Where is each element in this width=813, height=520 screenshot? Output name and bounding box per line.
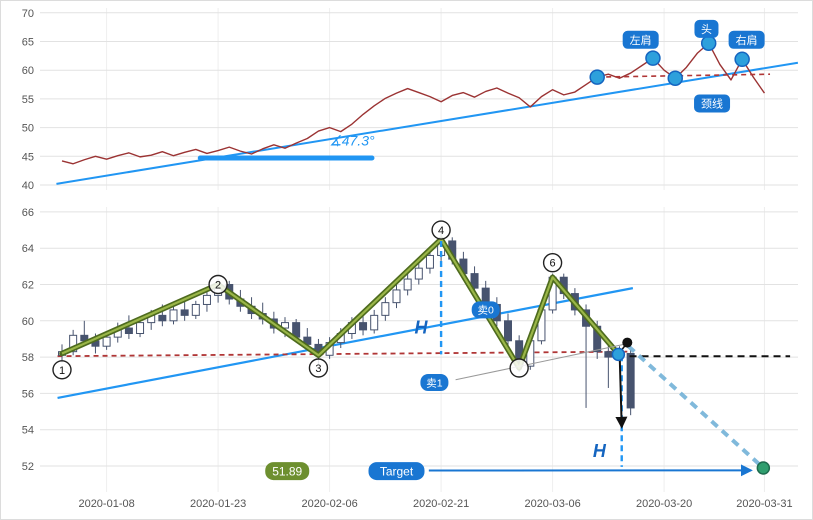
target-badge-text: Target <box>380 464 414 478</box>
candle-body <box>136 322 145 335</box>
sell-badge <box>420 374 449 392</box>
target-price-badge-text: 51.89 <box>272 464 302 478</box>
candle-body <box>158 314 167 322</box>
target-dot <box>756 461 771 475</box>
pattern-label-text: 头 <box>701 23 712 36</box>
target-projection-line <box>627 344 764 469</box>
pattern-label-badge <box>694 19 719 38</box>
wave-marker-number: 4 <box>438 225 444 237</box>
top-trendline <box>56 61 799 185</box>
pattern-label-badge <box>694 94 731 113</box>
pattern-label-text: 左肩 <box>630 33 652 47</box>
candle-body <box>425 254 434 269</box>
pattern-label-text: 颈线 <box>701 96 723 110</box>
candle-body <box>102 336 111 347</box>
h-label: H <box>593 441 607 461</box>
wave-marker-number: 6 <box>550 258 556 270</box>
x-axis-tick-label: 2020-01-23 <box>190 498 246 510</box>
y-axis-tick-label: 70 <box>22 8 34 20</box>
y-axis-tick-label: 64 <box>22 243 34 255</box>
wave-marker-circle <box>431 220 451 240</box>
candle-body <box>604 351 613 358</box>
candle-body <box>504 320 512 342</box>
y-axis-tick-label: 54 <box>22 425 34 437</box>
bottom-trendline <box>57 287 634 400</box>
sell-badge-text: 卖1 <box>426 377 442 389</box>
pattern-point-dot <box>667 70 683 86</box>
candle-body <box>180 309 189 316</box>
y-axis-tick-label: 40 <box>22 180 34 192</box>
y-axis-tick-label: 55 <box>22 94 34 106</box>
sell1-pointer-line <box>455 343 626 381</box>
zigzag-inner <box>61 238 621 370</box>
candle-body <box>69 334 78 353</box>
candle-body <box>626 352 635 409</box>
x-axis-tick-label: 2020-03-06 <box>524 498 580 510</box>
x-axis-tick-label: 2020-03-31 <box>736 498 792 510</box>
breakdown-dot <box>622 337 633 348</box>
wave-marker-circle <box>542 253 563 273</box>
neck-break-dot <box>611 347 626 362</box>
candle-body <box>414 267 423 280</box>
candle-body <box>281 322 289 329</box>
neckline-dashed <box>57 350 628 358</box>
candle-body <box>403 278 412 291</box>
target-badge <box>368 462 425 481</box>
h-label: H <box>415 318 429 338</box>
y-axis-tick-label: 60 <box>22 65 34 77</box>
candle-body <box>470 273 479 289</box>
pattern-point-dot <box>645 50 661 66</box>
wave-marker-circle <box>308 358 329 378</box>
pattern-point-dot <box>734 51 750 68</box>
breakdown-arrow <box>615 348 628 429</box>
sell-badge <box>471 301 500 319</box>
pattern-point-dot <box>700 35 717 51</box>
wave-marker-number: 3 <box>315 363 321 375</box>
y-axis-tick-label: 56 <box>22 388 34 400</box>
y-axis-tick-label: 66 <box>22 207 34 219</box>
candle-body <box>191 303 200 316</box>
x-axis-tick-label: 2020-01-08 <box>78 498 134 510</box>
x-axis-tick-label: 2020-02-21 <box>413 498 469 510</box>
pattern-label-badge <box>622 30 659 49</box>
candle-body <box>392 289 401 304</box>
y-axis-tick-label: 58 <box>22 352 34 364</box>
candle-body <box>202 294 211 305</box>
wave-marker-number: 1 <box>59 365 65 377</box>
candle-body <box>169 309 178 322</box>
zigzag-outer <box>59 236 623 371</box>
x-axis-tick-label: 2020-03-20 <box>636 498 692 510</box>
y-axis-tick-label: 60 <box>22 316 34 328</box>
wave-marker-circle <box>509 358 529 378</box>
wave-marker-number: 2 <box>215 280 221 292</box>
x-axis-tick-label: 2020-02-06 <box>301 498 357 510</box>
angle-annotation: ∡47.3° <box>329 132 375 148</box>
pattern-point-dot <box>589 69 605 85</box>
y-axis-tick-label: 65 <box>22 37 34 49</box>
y-axis-tick-label: 45 <box>22 151 34 163</box>
y-axis-tick-label: 62 <box>22 280 34 292</box>
top-neckline-dashed <box>597 73 771 78</box>
target-price-badge <box>265 462 310 481</box>
wave-marker-circle <box>208 274 228 295</box>
wave-marker-circle <box>52 360 72 380</box>
candle-body <box>359 322 368 331</box>
y-axis-tick-label: 50 <box>22 123 34 135</box>
candle-body <box>124 327 133 335</box>
pattern-label-badge <box>728 30 765 49</box>
pattern-label-text: 右肩 <box>736 33 758 47</box>
y-axis-tick-label: 52 <box>22 461 34 473</box>
candle-body <box>381 302 390 316</box>
sell-badge-text: 卖0 <box>478 305 494 317</box>
candle-body <box>370 314 379 331</box>
